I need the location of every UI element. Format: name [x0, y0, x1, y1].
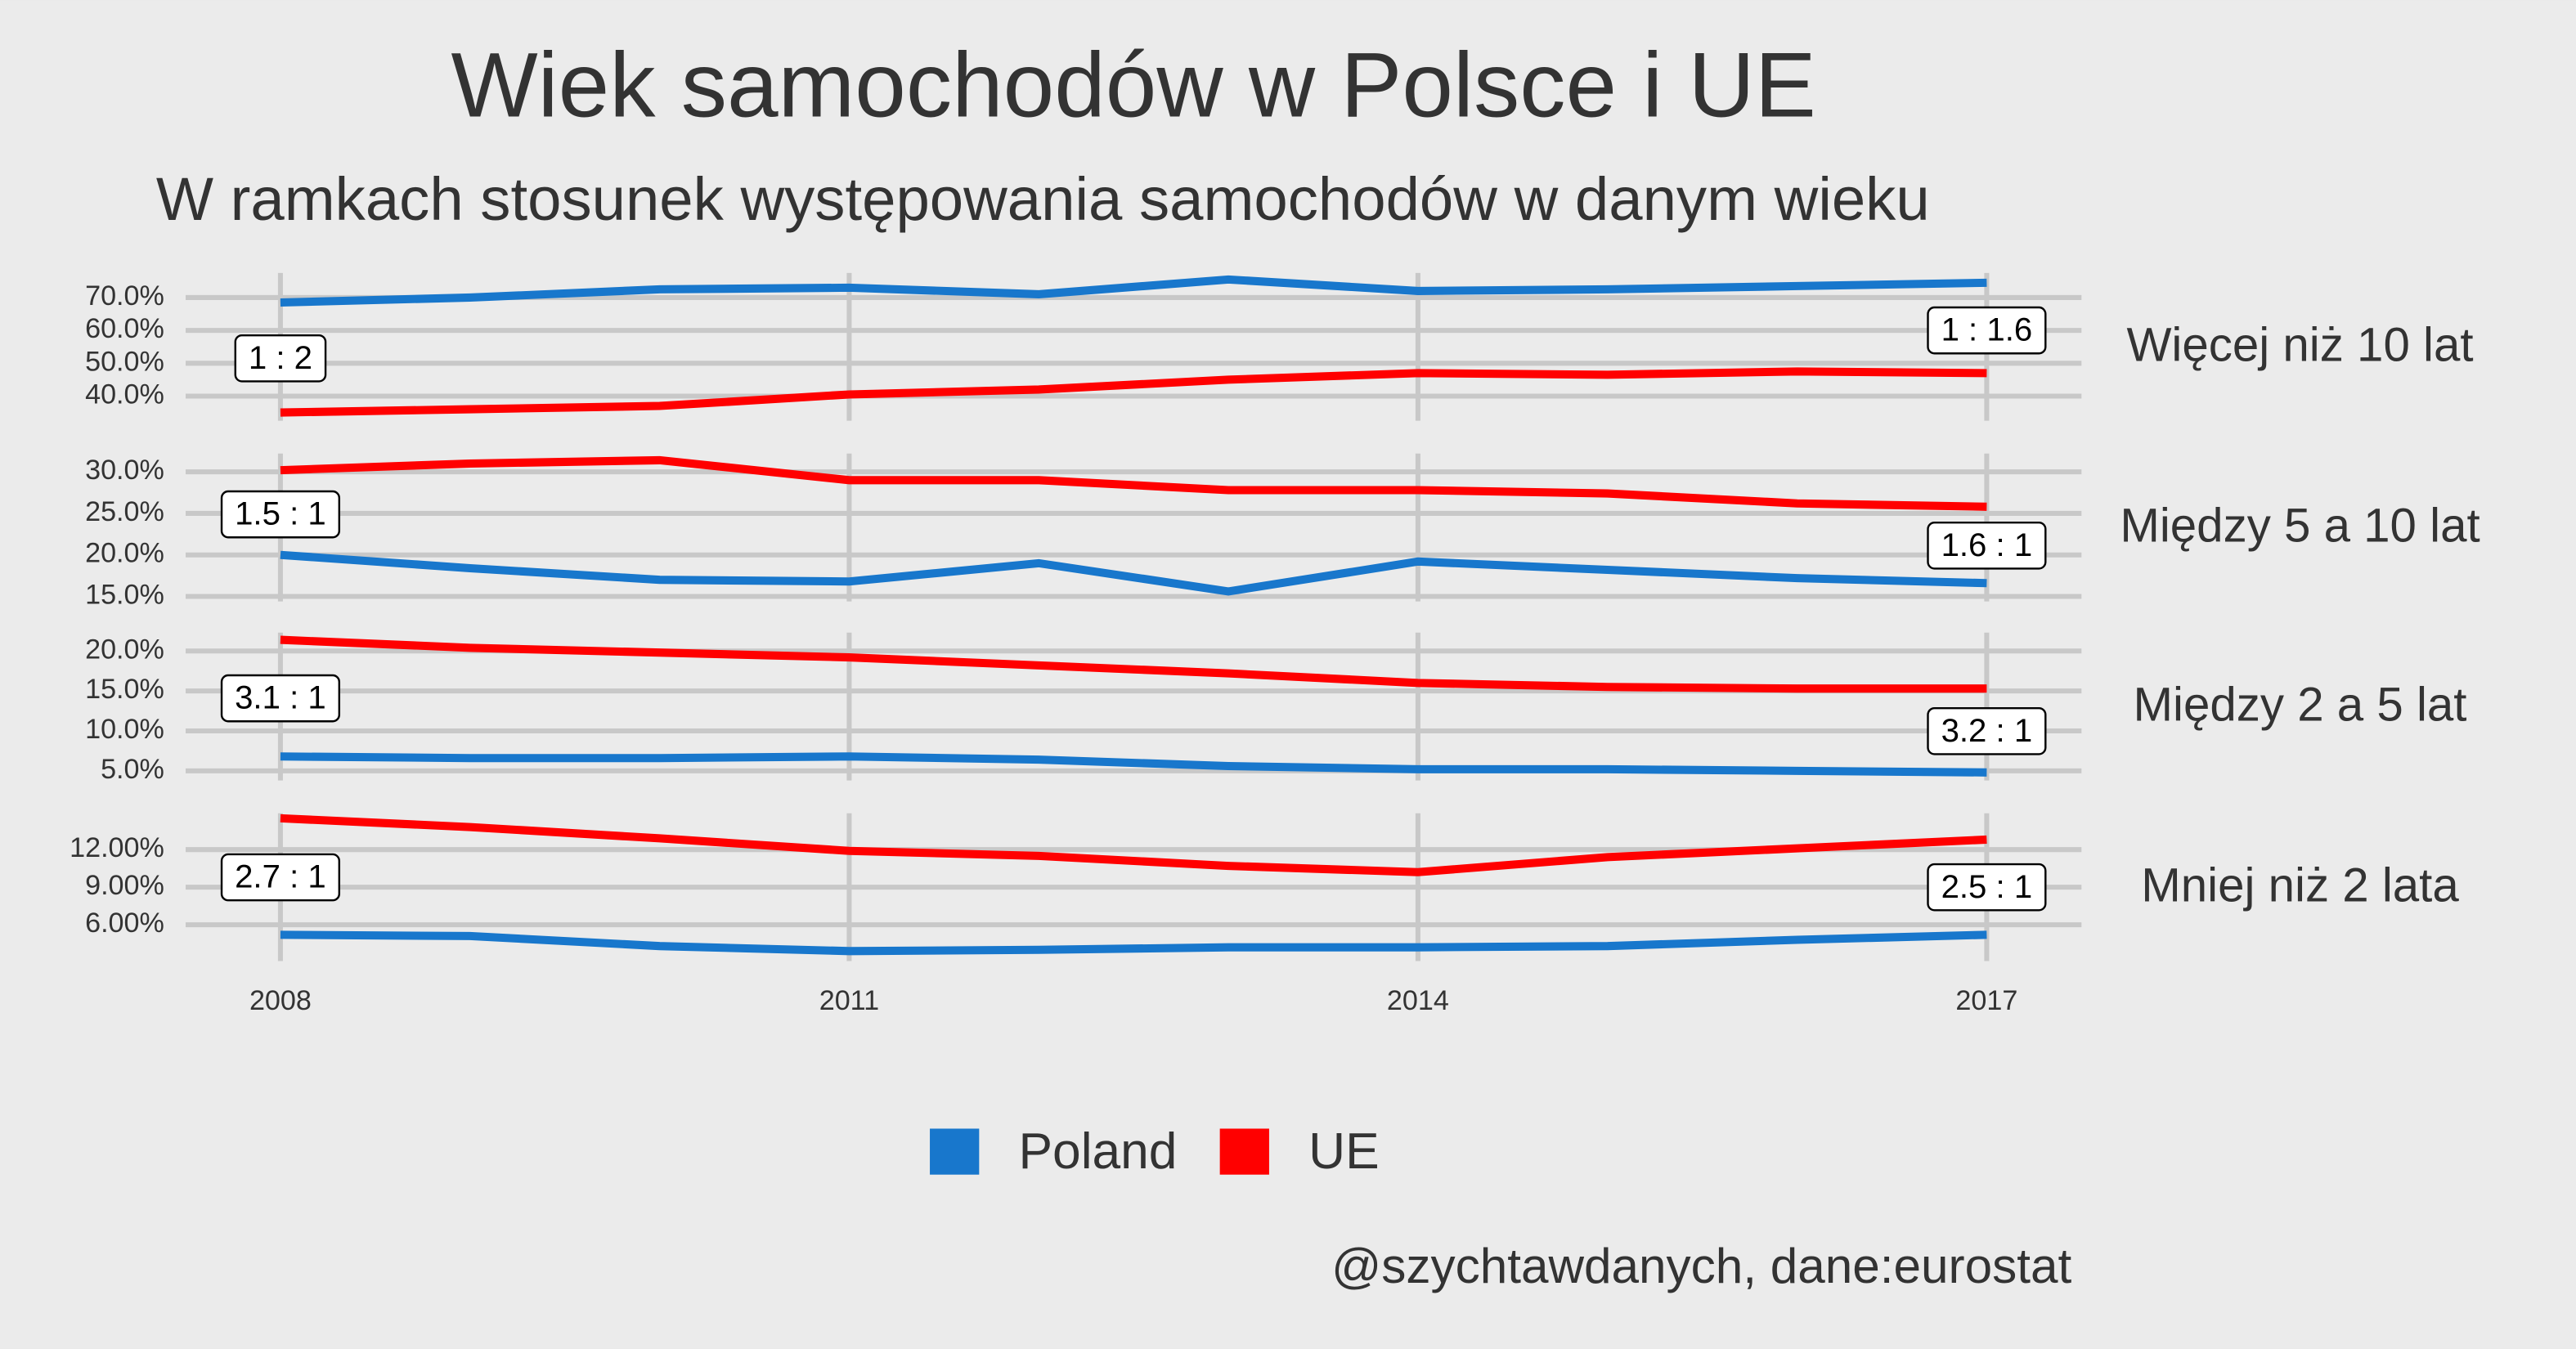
y-tick-label: 50.0% [85, 346, 164, 377]
ratio-annotation: 1.5 : 1 [220, 490, 341, 539]
annotation-box [1927, 863, 2047, 912]
facet-label: Mniej niż 2 lata [2141, 859, 2459, 912]
y-tick-label: 10.0% [85, 714, 164, 745]
y-tick-label: 15.0% [85, 674, 164, 705]
y-tick-label: 5.0% [101, 754, 164, 785]
y-tick-label: 15.0% [85, 580, 164, 611]
line-series [280, 813, 1987, 876]
legend-swatch [930, 1128, 980, 1175]
legend: Poland UE [930, 1123, 1380, 1180]
annotation-label: 3.2 : 1 [1941, 712, 2033, 749]
legend-swatch [1219, 1128, 1269, 1175]
y-tick-label: 40.0% [85, 379, 164, 410]
line-series [280, 455, 1987, 511]
annotation-label: 3.1 : 1 [235, 679, 326, 716]
caption: @szychtawdanych, dane:eurostat [1331, 1238, 2071, 1293]
annotation-box [234, 334, 327, 383]
annotation-label: 2.5 : 1 [1941, 868, 2033, 905]
legend-label: Poland [1019, 1123, 1178, 1180]
y-tick-label: 20.0% [85, 538, 164, 569]
annotation-label: 2.7 : 1 [235, 858, 326, 895]
x-tick-label: 2017 [1955, 985, 2017, 1016]
annotation-label: 1 : 2 [249, 339, 312, 376]
chart-title: Wiek samochodów w Polsce i UE [451, 34, 1815, 137]
annotation-box [220, 674, 341, 723]
ratio-annotation: 1 : 1.6 [1927, 306, 2047, 355]
annotation-box [220, 490, 341, 539]
line-series [280, 275, 1987, 307]
x-tick-label: 2014 [1387, 985, 1449, 1016]
y-tick-label: 6.00% [85, 908, 164, 939]
annotation-box [1927, 306, 2047, 355]
line-series [280, 367, 1987, 417]
y-tick-label: 12.00% [70, 832, 164, 863]
ratio-annotation: 2.5 : 1 [1927, 863, 2047, 912]
line-series [280, 930, 1987, 956]
facet-label: Więcej niż 10 lat [2126, 319, 2473, 372]
y-tick-label: 9.00% [85, 870, 164, 901]
ratio-annotation: 3.2 : 1 [1927, 706, 2047, 755]
y-tick-label: 20.0% [85, 634, 164, 665]
ratio-annotation: 1.6 : 1 [1927, 521, 2047, 570]
y-tick-label: 30.0% [85, 455, 164, 486]
ratio-annotation: 1 : 2 [234, 334, 327, 383]
annotation-box [220, 853, 341, 902]
annotation-box [1927, 521, 2047, 570]
x-tick-label: 2008 [249, 985, 312, 1016]
y-tick-label: 25.0% [85, 496, 164, 527]
facet-label: Między 2 a 5 lat [2134, 679, 2467, 732]
y-tick-label: 70.0% [85, 280, 164, 311]
chart-subtitle: W ramkach stosunek występowania samochod… [156, 165, 1930, 233]
annotation-label: 1.6 : 1 [1941, 527, 2033, 563]
annotation-label: 1 : 1.6 [1941, 311, 2033, 348]
annotation-box [1927, 706, 2047, 755]
line-series [280, 550, 1987, 596]
annotation-label: 1.5 : 1 [235, 495, 326, 532]
line-series [280, 752, 1987, 777]
y-tick-label: 60.0% [85, 313, 164, 344]
facet-label: Między 5 a 10 lat [2120, 500, 2480, 553]
ratio-annotation: 2.7 : 1 [220, 853, 341, 902]
line-series [280, 635, 1987, 693]
x-tick-label: 2011 [819, 985, 879, 1016]
ratio-annotation: 3.1 : 1 [220, 674, 341, 723]
legend-label: UE [1308, 1123, 1380, 1180]
